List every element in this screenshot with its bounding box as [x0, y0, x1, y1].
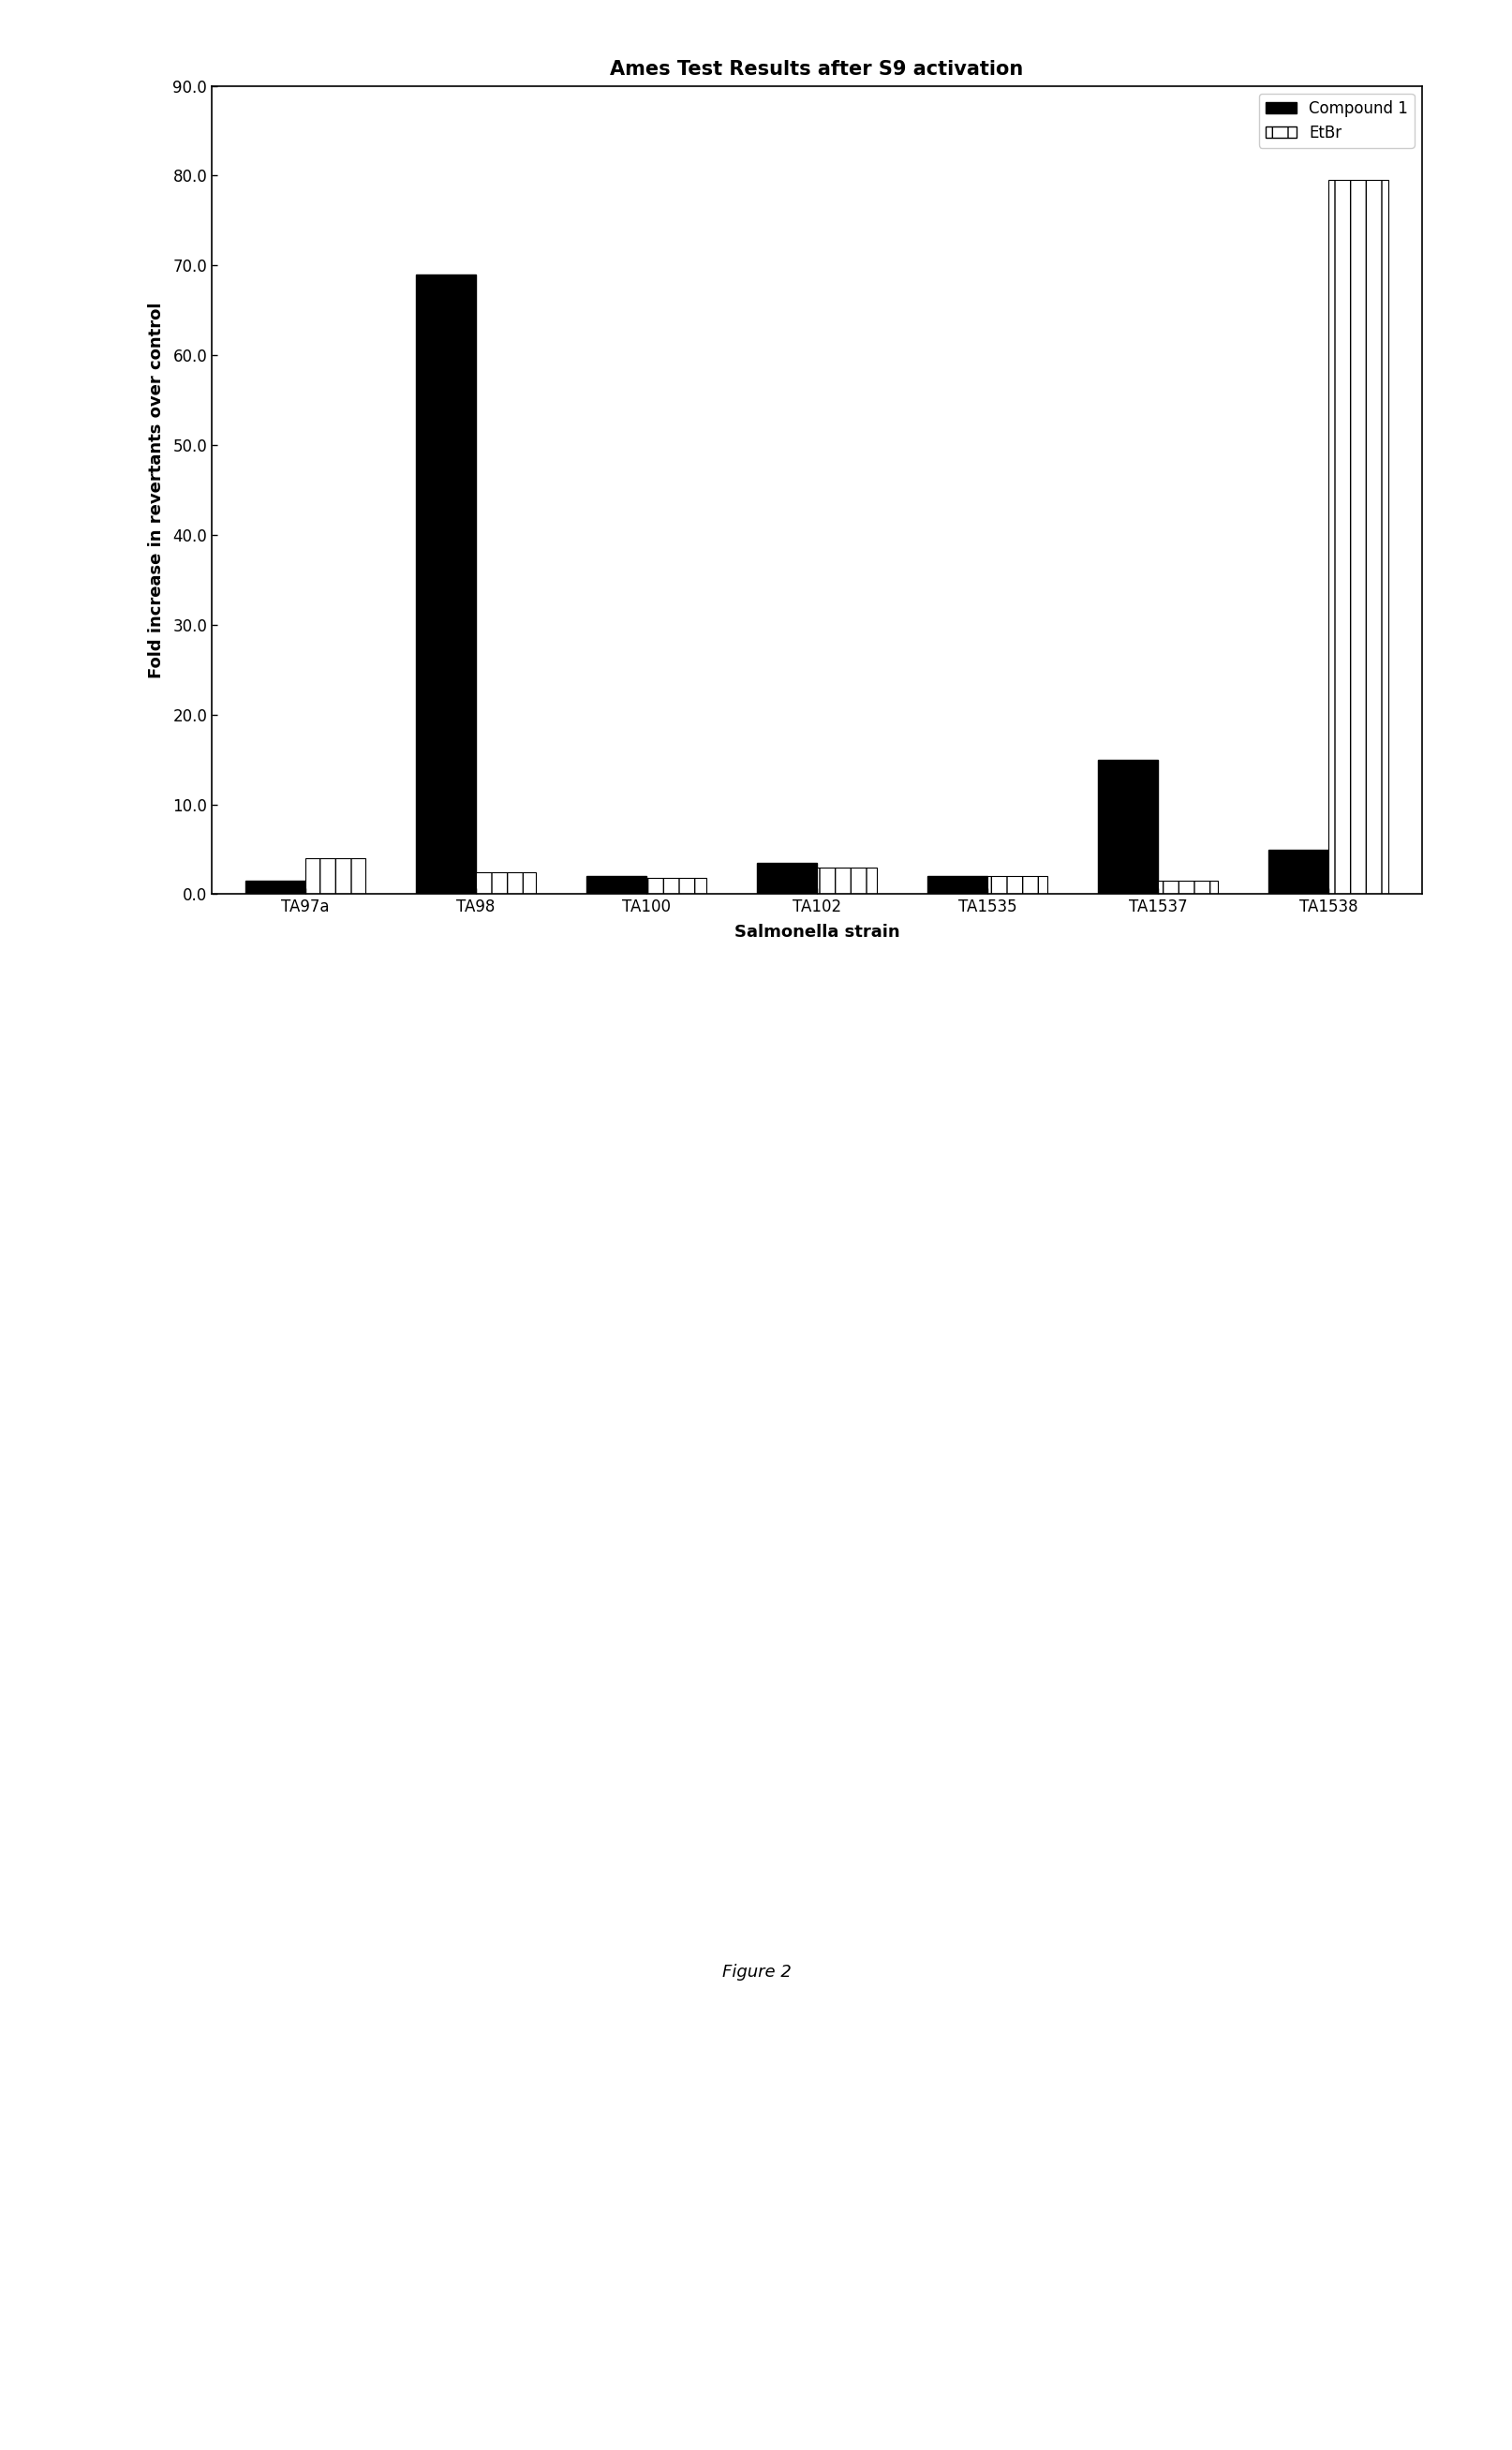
Text: Figure 2: Figure 2 [721, 1965, 791, 1980]
Bar [587, 877, 646, 894]
Bar [646, 877, 706, 894]
Bar [305, 857, 364, 894]
Bar [927, 877, 987, 894]
Bar [1269, 850, 1328, 894]
Bar [1328, 179, 1387, 894]
Legend: Compound 1, EtBr: Compound 1, EtBr [1258, 93, 1414, 147]
Title: Ames Test Results after S9 activation: Ames Test Results after S9 activation [609, 61, 1024, 78]
Bar [476, 872, 535, 894]
Bar [1157, 882, 1217, 894]
Bar [1098, 760, 1157, 894]
Bar [816, 867, 875, 894]
Bar [246, 882, 305, 894]
Bar [758, 862, 816, 894]
Y-axis label: Fold increase in revertants over control: Fold increase in revertants over control [148, 301, 165, 679]
X-axis label: Salmonella strain: Salmonella strain [733, 924, 900, 941]
Bar [416, 274, 476, 894]
Bar [987, 877, 1046, 894]
